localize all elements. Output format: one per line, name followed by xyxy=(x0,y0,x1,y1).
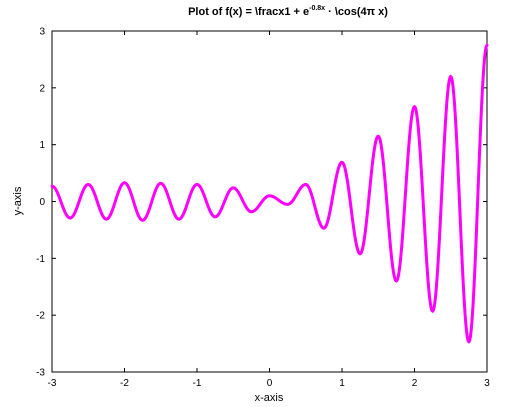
x-tick-label: 3 xyxy=(484,378,490,389)
y-tick-label: -2 xyxy=(36,311,45,322)
y-tick-label: 3 xyxy=(39,27,45,38)
chart-title: Plot of f(x) = \fracx1 + e-0.8x · \cos(4… xyxy=(188,5,388,18)
y-tick-label: 1 xyxy=(39,140,45,151)
x-tick-label: 0 xyxy=(267,378,273,389)
chart-title-superscript: -0.8x xyxy=(309,5,325,12)
y-tick-label: 0 xyxy=(39,197,45,208)
y-axis-label: y-axis xyxy=(12,186,24,215)
x-tick-label: 1 xyxy=(339,378,345,389)
x-tick-label: -2 xyxy=(120,378,129,389)
y-tick-label: -3 xyxy=(36,368,45,379)
x-tick-label: -1 xyxy=(193,378,202,389)
axis-ticks xyxy=(51,30,488,373)
series-line xyxy=(50,43,489,344)
chart-title-tail: · \cos(4π x) xyxy=(325,6,388,18)
x-axis-label: x-axis xyxy=(255,392,284,404)
x-tick-label: 2 xyxy=(412,378,418,389)
x-tick-label: -3 xyxy=(48,378,57,389)
y-tick-label: -1 xyxy=(36,254,45,265)
y-tick-label: 2 xyxy=(39,83,45,94)
axis-tick-labels: -3 -2 -1 0 1 2 3 -3 -2 -1 0 1 2 3 xyxy=(36,27,490,390)
